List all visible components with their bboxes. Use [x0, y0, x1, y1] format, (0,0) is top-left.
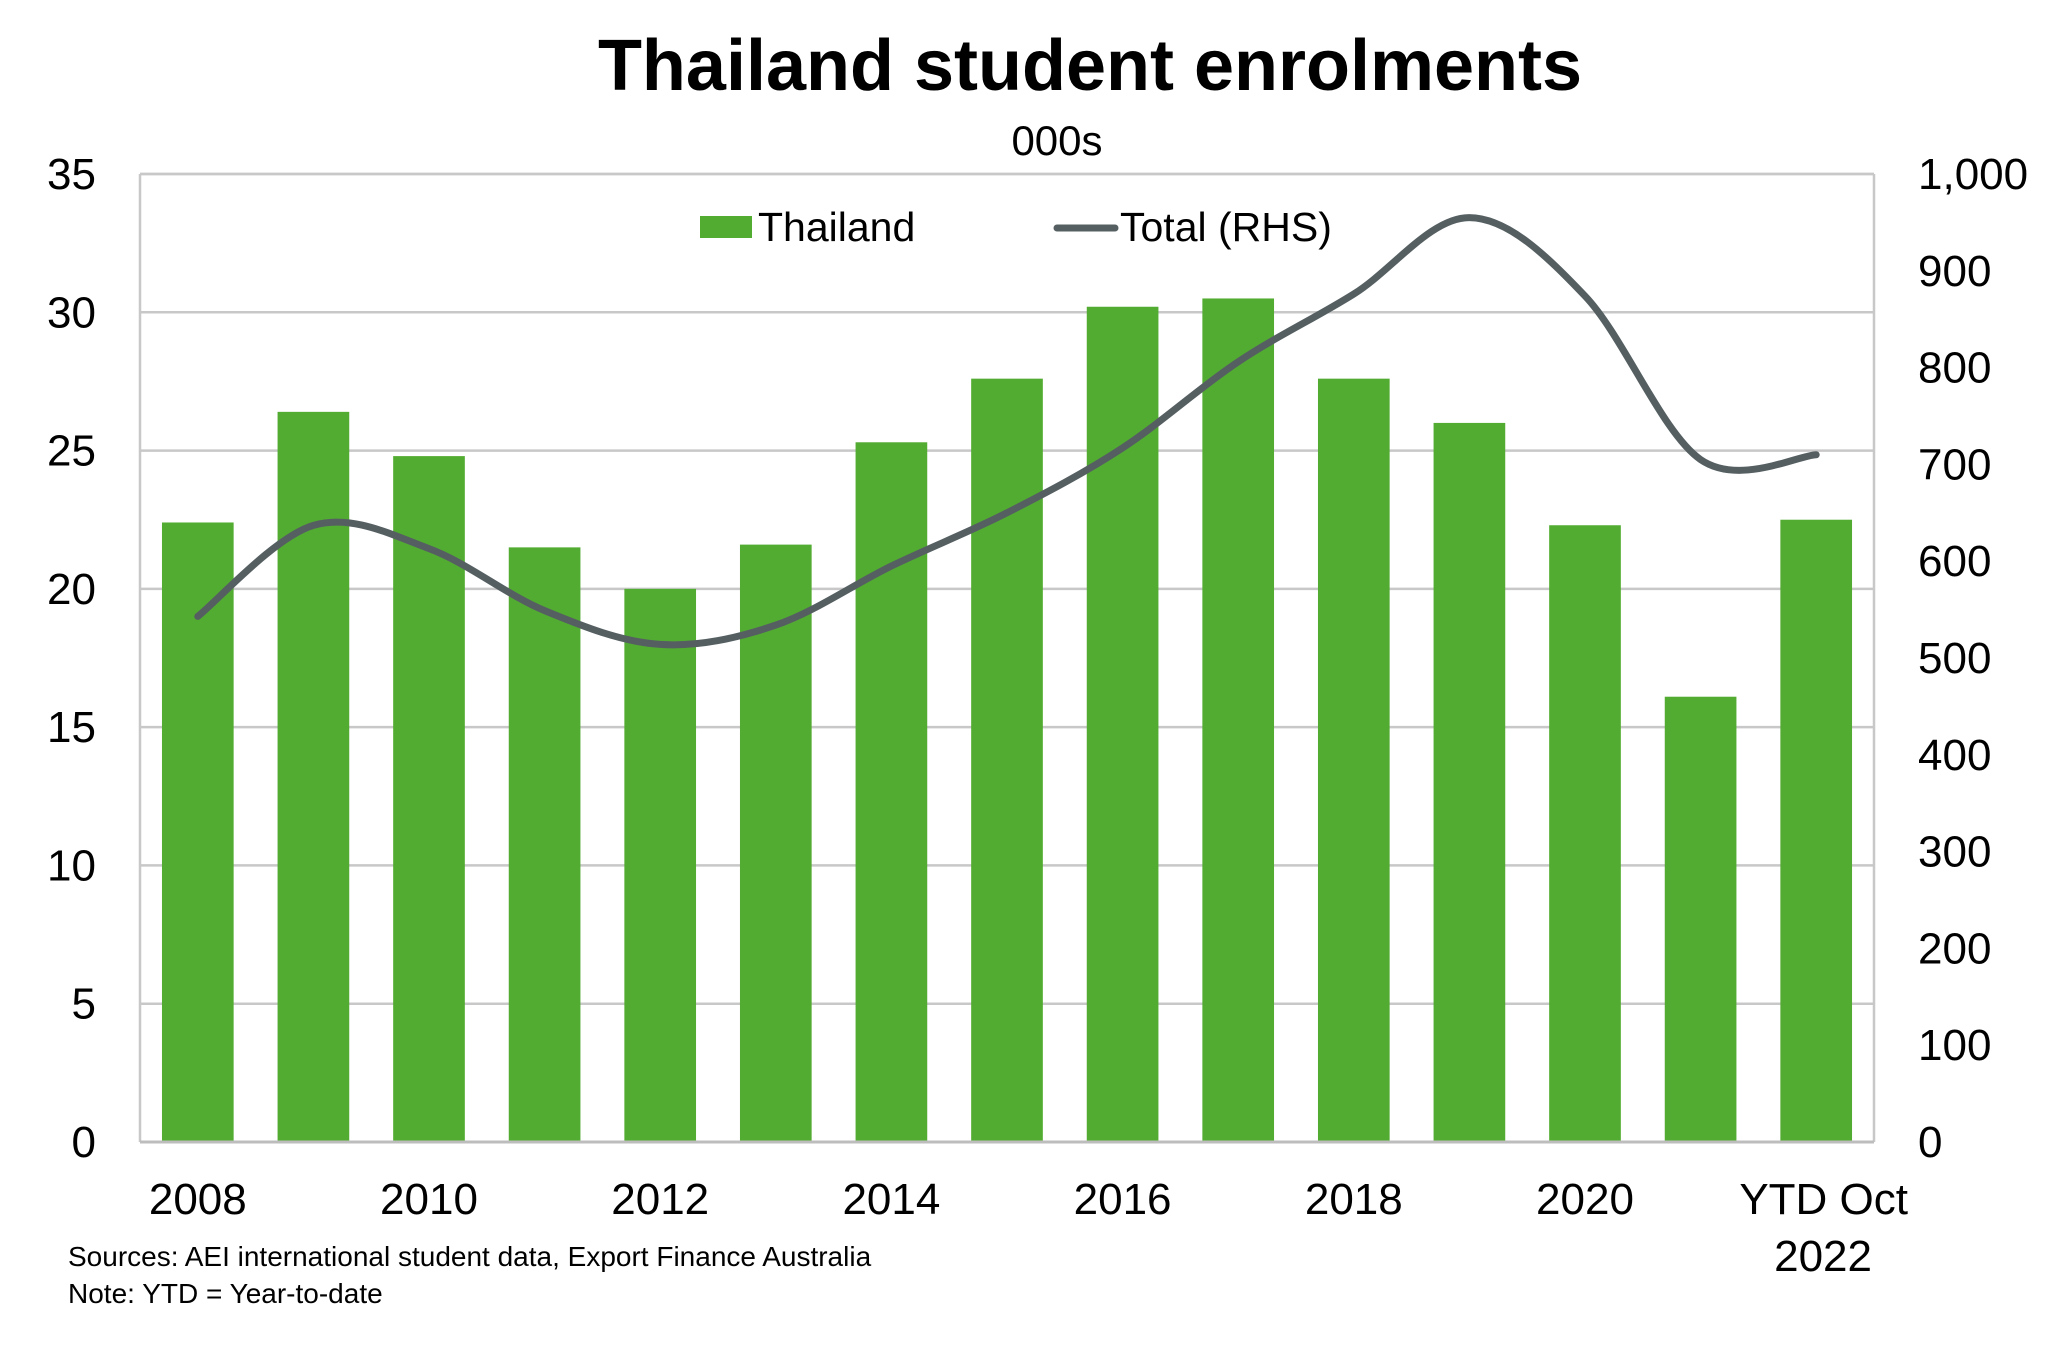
bar [508, 547, 581, 1142]
x-axis-tick-label-line: 2016 [1074, 1175, 1172, 1224]
x-axis-tick-label-line: 2010 [380, 1175, 478, 1224]
x-axis-tick-label-line: 2012 [611, 1175, 709, 1224]
x-axis-tick-label: 2014 [842, 1175, 940, 1224]
bar [1317, 378, 1390, 1143]
bar [624, 588, 697, 1142]
legend: Thailand Total (RHS) [700, 204, 1332, 250]
right-axis-tick-labels: 0 100 200 300 400 500 600 700 800 900 1,000 [1918, 150, 2028, 1167]
bar [1202, 298, 1275, 1142]
bar [1433, 422, 1506, 1142]
x-axis-tick-label-line: 2014 [842, 1175, 940, 1224]
bar [161, 522, 234, 1142]
x-axis-tick-label-line: 2022 [1774, 1232, 1872, 1281]
bar [1549, 525, 1621, 1142]
chart-subtitle: 000s [1011, 117, 1102, 164]
bar [393, 456, 465, 1142]
left-axis-tick-labels: 0 5 10 15 20 25 30 35 [47, 150, 96, 1167]
right-axis-tick-label: 200 [1918, 924, 1991, 973]
plot-area-frame [138, 172, 1876, 1144]
bar [739, 544, 812, 1142]
x-axis-tick-labels: 2008 2010 2012 2014 2016 2018 2020 YTD Oct 2022 [149, 1175, 1908, 1281]
left-axis-tick-label: 10 [47, 841, 96, 890]
right-axis-tick-label: 400 [1918, 731, 1991, 780]
x-axis-tick-label: 2016 [1074, 1175, 1172, 1224]
right-axis-tick-label: 300 [1918, 828, 1991, 877]
x-axis-tick-label: YTD Oct 2022 [1739, 1175, 1908, 1281]
bar-series-thailand [161, 298, 1853, 1143]
left-axis-tick-label: 5 [72, 980, 96, 1029]
right-axis-tick-label: 700 [1918, 440, 1991, 489]
right-axis-tick-label: 600 [1918, 537, 1991, 586]
x-axis-tick-label-line: 2008 [149, 1175, 247, 1224]
left-axis-tick-label: 35 [47, 150, 96, 199]
x-axis-tick-label-line: 2018 [1305, 1175, 1403, 1224]
x-axis-tick-label: 2008 [149, 1175, 247, 1224]
bar [1780, 519, 1853, 1142]
right-axis-tick-label: 0 [1918, 1118, 1942, 1167]
x-axis-tick-label: 2020 [1536, 1175, 1634, 1224]
x-axis-tick-label-line: YTD Oct [1739, 1175, 1908, 1224]
right-axis-tick-label: 500 [1918, 634, 1991, 683]
x-axis-tick-label: 2012 [611, 1175, 709, 1224]
bar [855, 442, 928, 1142]
left-axis-tick-label: 0 [72, 1118, 96, 1167]
right-axis-tick-label: 1,000 [1918, 150, 2028, 199]
left-axis-tick-label: 15 [47, 703, 96, 752]
sources-note: Sources: AEI international student data,… [68, 1241, 872, 1272]
x-axis-tick-label: 2010 [380, 1175, 478, 1224]
line-series-total [194, 214, 1820, 649]
legend-label-thailand: Thailand [758, 204, 915, 250]
legend-swatch-thailand [700, 216, 752, 238]
right-axis-tick-label: 100 [1918, 1021, 1991, 1070]
bar [971, 378, 1043, 1143]
total-line [194, 214, 1820, 649]
left-axis-tick-label: 30 [47, 288, 96, 337]
x-axis-tick-label-line: 2020 [1536, 1175, 1634, 1224]
ytd-note: Note: YTD = Year-to-date [68, 1278, 383, 1309]
right-axis-tick-label: 800 [1918, 344, 1991, 393]
x-axis-tick-label: 2018 [1305, 1175, 1403, 1224]
right-axis-tick-label: 900 [1918, 247, 1991, 296]
left-axis-tick-label: 20 [47, 565, 96, 614]
chart-title: Thailand student enrolments [598, 26, 1582, 106]
bar [1664, 696, 1737, 1142]
left-axis-tick-label: 25 [47, 427, 96, 476]
legend-label-total: Total (RHS) [1120, 204, 1332, 250]
